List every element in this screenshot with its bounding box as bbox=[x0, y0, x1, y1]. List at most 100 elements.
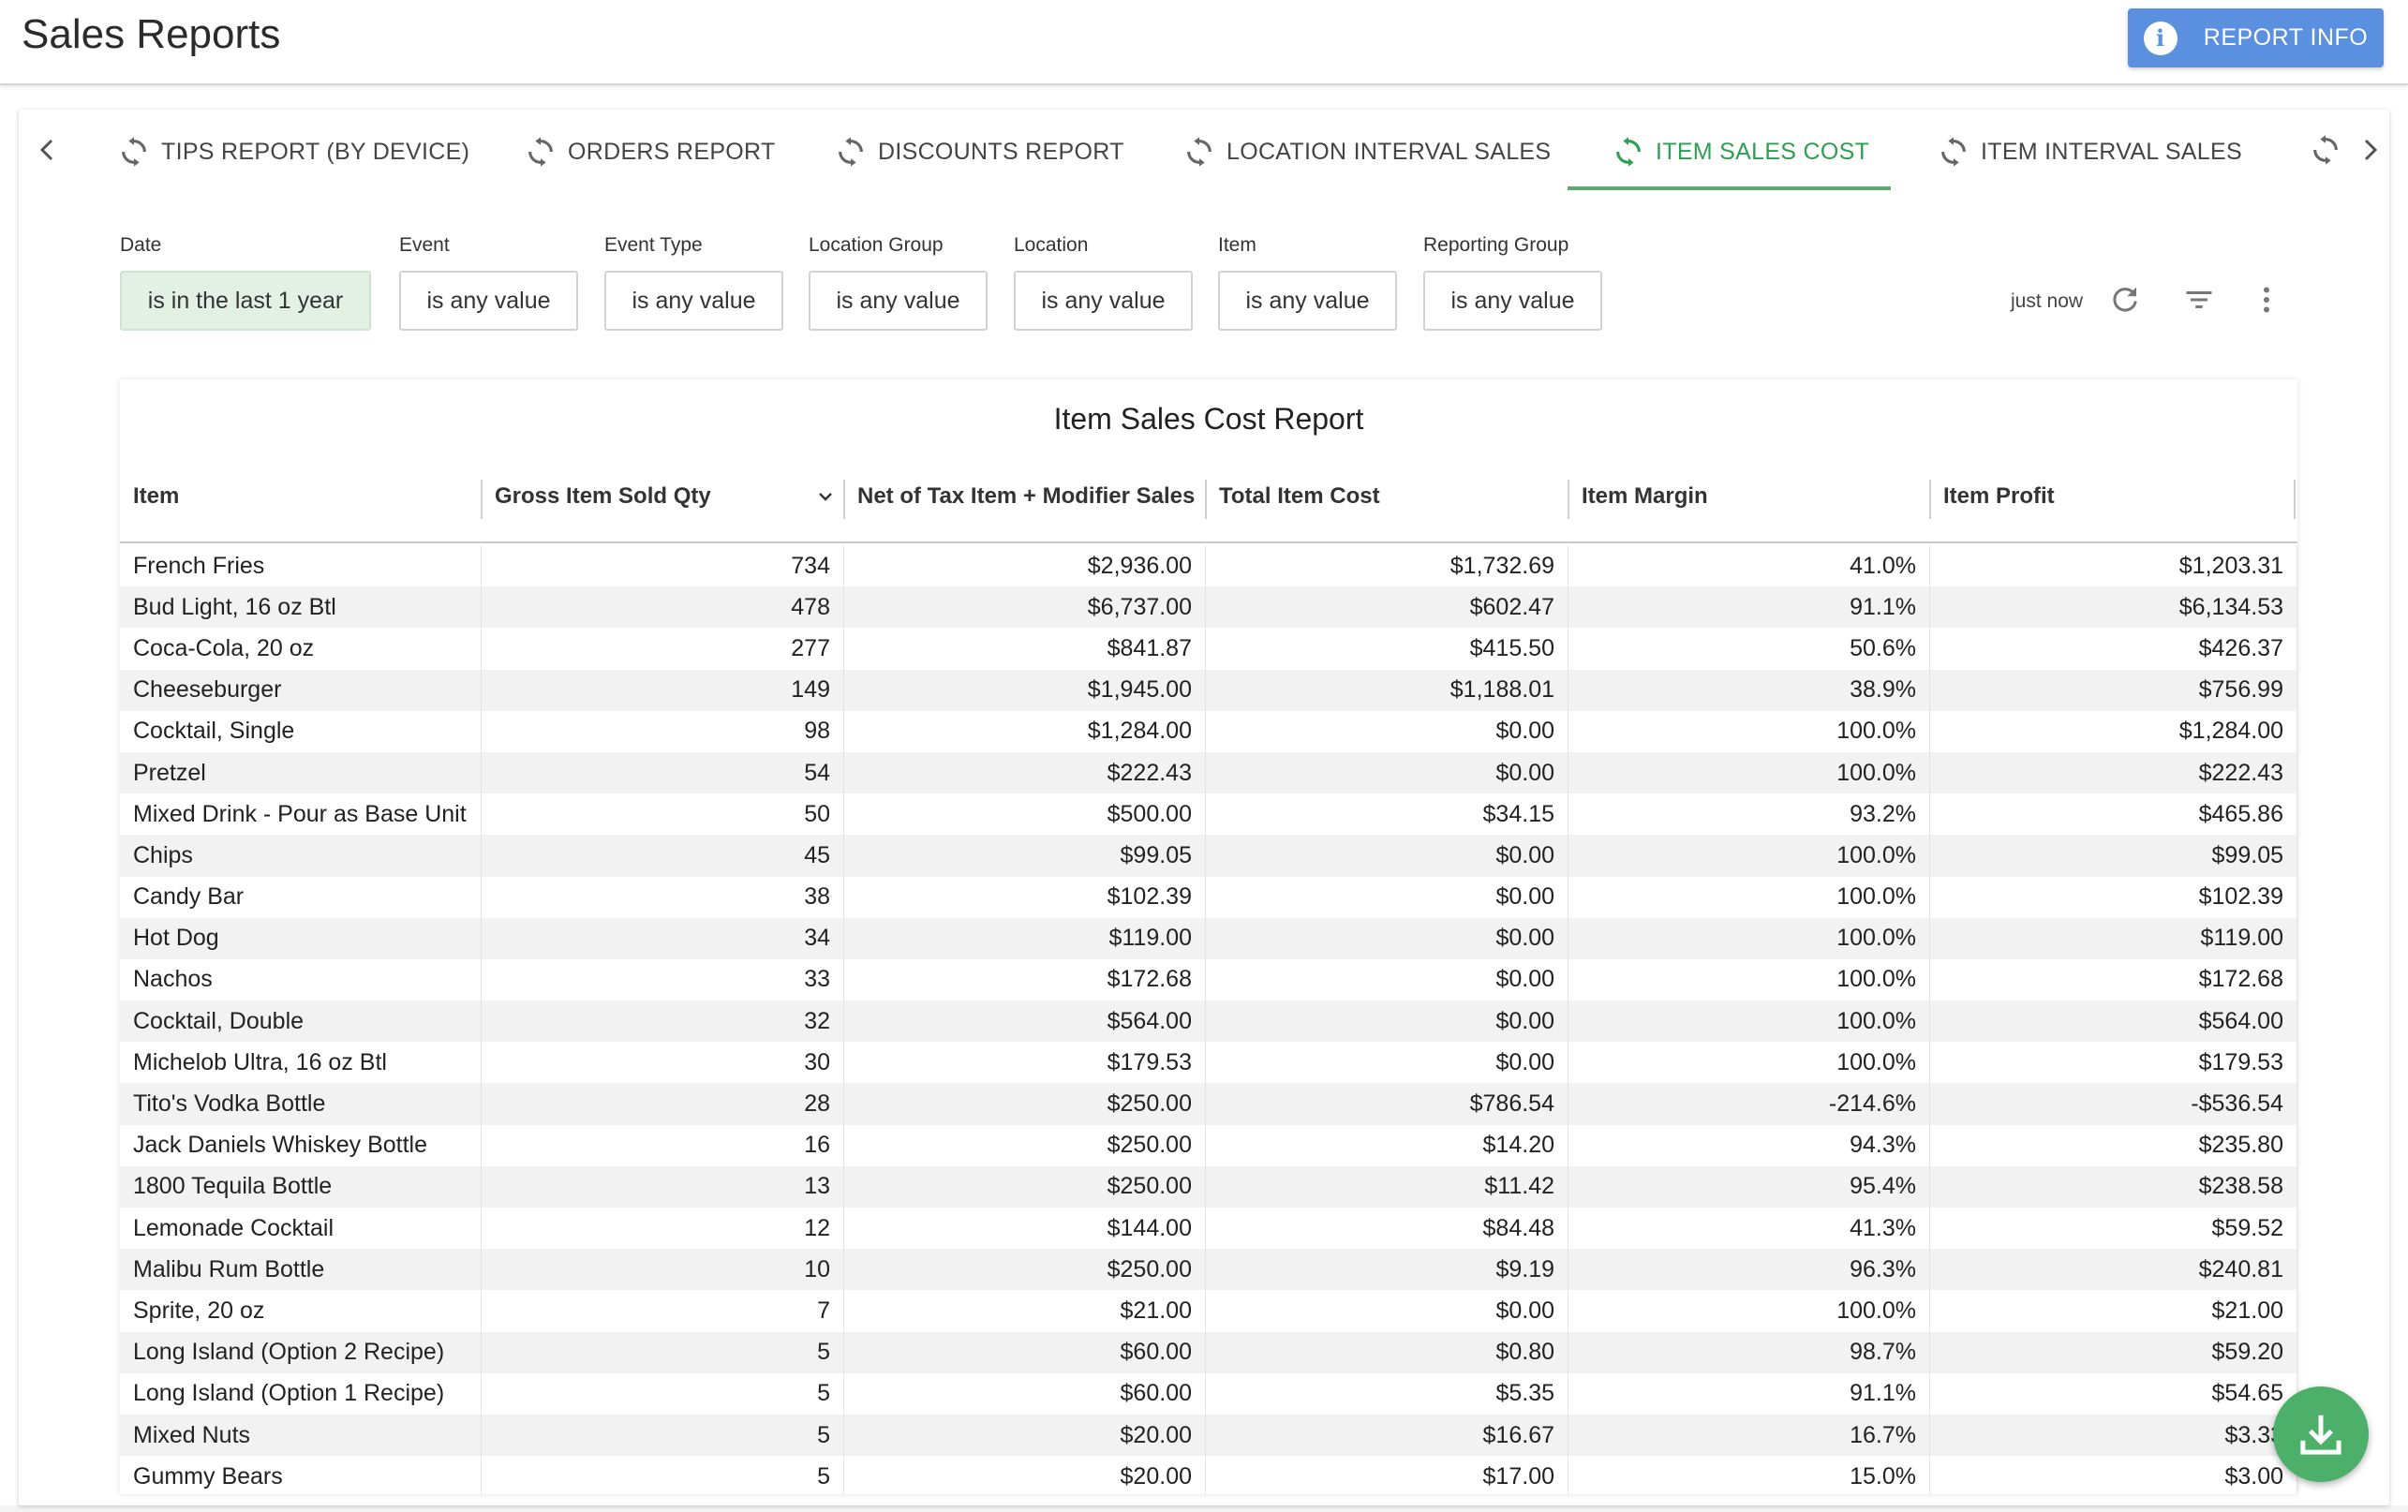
filter-value-button[interactable]: is in the last 1 year bbox=[120, 271, 371, 331]
column-divider bbox=[1568, 480, 1569, 519]
refresh-icon bbox=[122, 137, 146, 167]
tab-item-interval-sales[interactable]: ITEM INTERVAL SALES bbox=[1938, 111, 2242, 193]
filter-reporting-group: Reporting Group is any value bbox=[1423, 234, 1602, 331]
refresh-icon[interactable] bbox=[2310, 134, 2341, 166]
table-cell: Coca-Cola, 20 oz bbox=[120, 628, 482, 670]
table-header: Item Gross Item Sold Qty Net of Tax Item +… bbox=[120, 450, 2297, 543]
table-cell: 32 bbox=[482, 1001, 844, 1043]
tab-item-sales-cost[interactable]: ITEM SALES COST bbox=[1613, 111, 1869, 193]
table-cell: Nachos bbox=[120, 958, 482, 1001]
table-cell: $1,203.31 bbox=[1930, 545, 2297, 587]
filter-value-button[interactable]: is any value bbox=[1423, 271, 1602, 331]
table-cell: Tito's Vodka Bottle bbox=[120, 1083, 482, 1125]
table-cell: 15.0% bbox=[1568, 1456, 1930, 1494]
tab-orders-report[interactable]: ORDERS REPORT bbox=[525, 111, 776, 193]
table-cell: 100.0% bbox=[1568, 710, 1930, 752]
filter-value-button[interactable]: is any value bbox=[1014, 271, 1193, 331]
table-row: Cocktail, Single 98 $1,284.00 $0.00 100.0% $1… bbox=[120, 710, 2297, 752]
table-row: Malibu Rum Bottle 10 $250.00 $9.19 96.3% $240… bbox=[120, 1249, 2297, 1291]
table-row: Pretzel 54 $222.43 $0.00 100.0% $222.43 bbox=[120, 751, 2297, 794]
table-cell: $841.87 bbox=[844, 628, 1206, 670]
table-cell: 91.1% bbox=[1568, 586, 1930, 629]
column-header-net-of-tax-item-modifier-sales[interactable]: Net of Tax Item + Modifier Sales bbox=[857, 483, 1196, 509]
table-cell: 5 bbox=[482, 1331, 844, 1373]
column-header-item[interactable]: Item bbox=[133, 483, 180, 509]
tab-tips-report-by-device[interactable]: TIPS REPORT (BY DEVICE) bbox=[118, 111, 469, 193]
table-row: Mixed Nuts 5 $20.00 $16.67 16.7% $3.33 bbox=[120, 1414, 2297, 1457]
column-header-item-margin[interactable]: Item Margin bbox=[1582, 483, 1708, 509]
filter-value-button[interactable]: is any value bbox=[809, 271, 988, 331]
chevron-left-icon[interactable] bbox=[30, 131, 64, 169]
table-cell: 28 bbox=[482, 1083, 844, 1125]
table-cell: Gummy Bears bbox=[120, 1456, 482, 1494]
filter-location-group: Location Group is any value bbox=[809, 234, 988, 331]
filter-label: Location bbox=[1014, 234, 1089, 256]
report-info-button[interactable]: i REPORT INFO bbox=[2128, 8, 2384, 67]
filter-label: Location Group bbox=[809, 234, 944, 256]
table-cell: Mixed Nuts bbox=[120, 1414, 482, 1457]
tab-label: TIPS REPORT (BY DEVICE) bbox=[161, 138, 470, 165]
refresh-icon[interactable] bbox=[2108, 283, 2142, 317]
tab-label: LOCATION INTERVAL SALES bbox=[1226, 138, 1552, 165]
sort-chevron-down-icon[interactable] bbox=[814, 485, 837, 508]
table-cell: 100.0% bbox=[1568, 751, 1930, 794]
column-divider bbox=[1929, 480, 1931, 519]
table-cell: 478 bbox=[482, 586, 844, 629]
table-cell: 94.3% bbox=[1568, 1124, 1930, 1166]
table-cell: 16 bbox=[482, 1124, 844, 1166]
table-cell: $17.00 bbox=[1206, 1456, 1568, 1494]
tab-discounts-report[interactable]: DISCOUNTS REPORT bbox=[835, 111, 1124, 193]
table-cell: $21.00 bbox=[1930, 1290, 2297, 1332]
table-cell: $3.33 bbox=[1930, 1414, 2297, 1457]
top-app-bar: Sales Reports i REPORT INFO bbox=[0, 0, 2408, 85]
table-title: Item Sales Cost Report bbox=[1053, 402, 1364, 436]
table-cell: $0.00 bbox=[1206, 917, 1568, 959]
table-cell: $465.86 bbox=[1930, 793, 2297, 836]
table-cell: Cheeseburger bbox=[120, 669, 482, 711]
more-vert-icon[interactable] bbox=[2250, 283, 2283, 317]
table-cell: $1,945.00 bbox=[844, 669, 1206, 711]
table-cell: -214.6% bbox=[1568, 1083, 1930, 1125]
refresh-icon bbox=[839, 137, 863, 167]
download-icon bbox=[2300, 1415, 2341, 1455]
chevron-right-icon[interactable] bbox=[2354, 131, 2387, 169]
table-cell: $564.00 bbox=[1930, 1001, 2297, 1043]
table-cell: 38.9% bbox=[1568, 669, 1930, 711]
filter-value-button[interactable]: is any value bbox=[399, 271, 578, 331]
table-cell: 50.6% bbox=[1568, 628, 1930, 670]
column-header-item-profit[interactable]: Item Profit bbox=[1943, 483, 2055, 509]
column-header-total-item-cost[interactable]: Total Item Cost bbox=[1219, 483, 1380, 509]
table-cell: 98.7% bbox=[1568, 1331, 1930, 1373]
table-cell: $415.50 bbox=[1206, 628, 1568, 670]
tab-location-interval-sales[interactable]: LOCATION INTERVAL SALES bbox=[1183, 111, 1551, 193]
active-tab-indicator bbox=[1568, 186, 1891, 190]
column-header-gross-item-sold-qty[interactable]: Gross Item Sold Qty bbox=[495, 483, 711, 509]
filter-value-button[interactable]: is any value bbox=[1218, 271, 1397, 331]
download-button[interactable] bbox=[2273, 1386, 2369, 1482]
table-row: Cheeseburger 149 $1,945.00 $1,188.01 38.9% $7… bbox=[120, 669, 2297, 711]
table-cell: $102.39 bbox=[1930, 876, 2297, 918]
table-cell: $1,732.69 bbox=[1206, 545, 1568, 587]
table-cell: $2,936.00 bbox=[844, 545, 1206, 587]
table-row: Bud Light, 16 oz Btl 478 $6,737.00 $602.47 9… bbox=[120, 586, 2297, 629]
table-cell: Michelob Ultra, 16 oz Btl bbox=[120, 1042, 482, 1084]
report-table-card: Item Sales Cost Report Item Gross Item So… bbox=[120, 379, 2297, 1494]
table-cell: $1,284.00 bbox=[1930, 710, 2297, 752]
table-cell: 149 bbox=[482, 669, 844, 711]
table-cell: 277 bbox=[482, 628, 844, 670]
table-cell: $119.00 bbox=[844, 917, 1206, 959]
table-cell: Mixed Drink - Pour as Base Unit bbox=[120, 793, 482, 836]
page-background bbox=[0, 1505, 2408, 1512]
info-icon: i bbox=[2143, 21, 2178, 55]
filter-value-button[interactable]: is any value bbox=[604, 271, 783, 331]
table-row: Hot Dog 34 $119.00 $0.00 100.0% $119.00 bbox=[120, 917, 2297, 959]
table-cell: $1,188.01 bbox=[1206, 669, 1568, 711]
table-row: Coca-Cola, 20 oz 277 $841.87 $415.50 50.6% $4… bbox=[120, 628, 2297, 670]
tab-label: ITEM INTERVAL SALES bbox=[1981, 138, 2242, 165]
report-info-label: REPORT INFO bbox=[2203, 24, 2369, 51]
table-cell: 95.4% bbox=[1568, 1165, 1930, 1208]
tab-label: DISCOUNTS REPORT bbox=[878, 138, 1124, 165]
table-cell: 100.0% bbox=[1568, 835, 1930, 877]
filter-icon[interactable] bbox=[2182, 283, 2216, 317]
table-cell: $14.20 bbox=[1206, 1124, 1568, 1166]
